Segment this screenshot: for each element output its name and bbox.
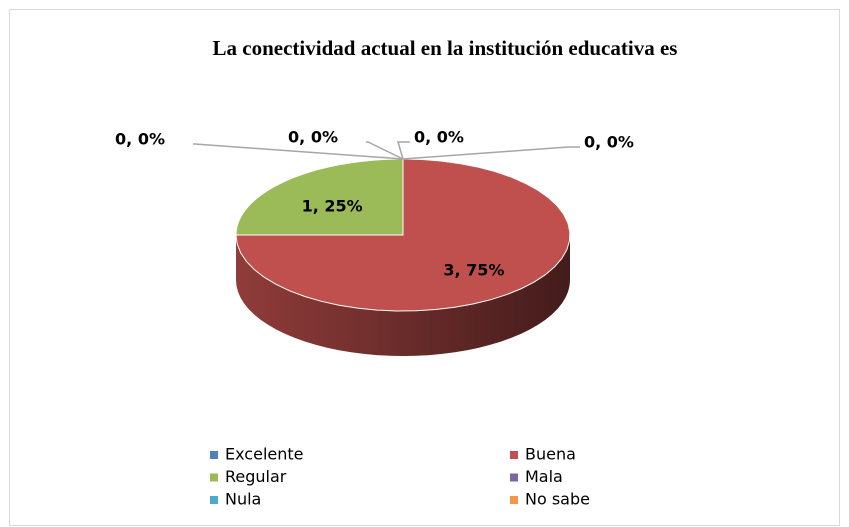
legend-swatch — [510, 496, 518, 504]
pie-slice — [235, 158, 404, 236]
legend-label: Excelente — [225, 445, 303, 464]
legend-label: Regular — [225, 467, 287, 486]
leader-line — [366, 141, 404, 160]
leader-line — [193, 143, 404, 160]
data-label: 0, 0% — [115, 130, 165, 149]
data-label: 0, 0% — [414, 128, 464, 147]
leader-line — [402, 146, 580, 160]
legend-swatch — [210, 451, 218, 459]
pie-side-shade — [236, 235, 570, 356]
legend-swatch — [210, 473, 218, 482]
legend-swatch — [510, 473, 518, 482]
data-label: 1, 25% — [302, 196, 363, 215]
chart-title: La conectividad actual en la institución… — [213, 36, 678, 60]
legend-label: Mala — [525, 467, 563, 486]
data-label: 0, 0% — [288, 128, 338, 147]
legend-swatch — [210, 496, 218, 504]
legend-label: Buena — [525, 445, 576, 464]
data-label: 3, 75% — [443, 261, 504, 280]
legend-label: No sabe — [525, 490, 590, 509]
data-label: 0, 0% — [584, 133, 634, 152]
pie-slice — [235, 158, 571, 312]
leader-line — [396, 141, 410, 160]
legend-label: Nula — [225, 490, 261, 509]
legend-swatch — [510, 451, 518, 459]
